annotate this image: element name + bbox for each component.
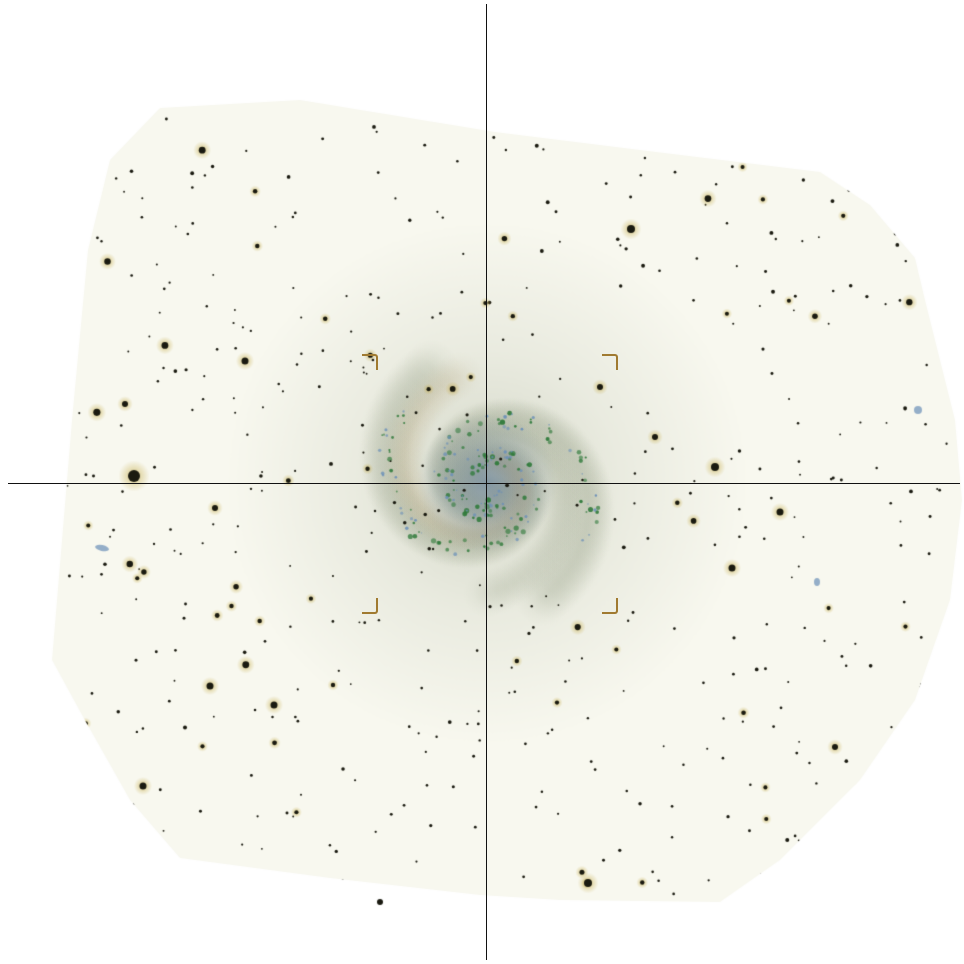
selection-bracket-top-left	[362, 354, 378, 370]
selection-bracket-bottom-left	[362, 598, 378, 614]
crosshair-vertical-line	[486, 4, 488, 960]
selection-bracket-bottom-right	[602, 598, 618, 614]
selection-bracket-top-right	[602, 354, 618, 370]
crosshair-horizontal-line	[8, 483, 960, 485]
